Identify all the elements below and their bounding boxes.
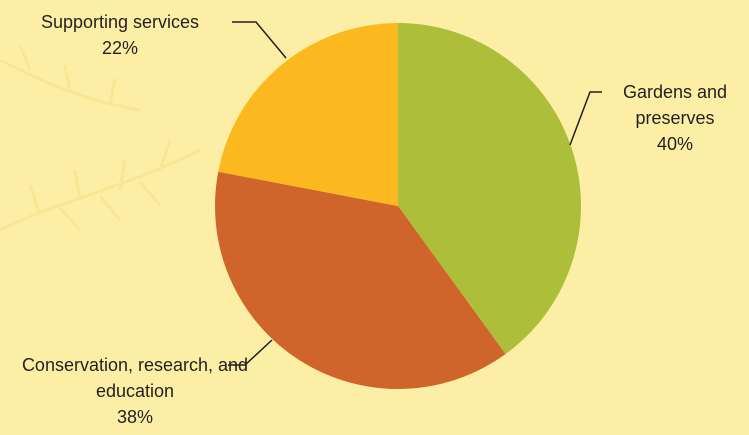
category-name: Conservation, research, and education xyxy=(21,355,249,401)
leader-line xyxy=(232,21,287,59)
slice-label: Gardens and preserves 40% xyxy=(600,79,749,157)
slice-label: Conservation, research, and education 38% xyxy=(0,352,270,430)
slice-label: Supporting services 22% xyxy=(10,9,230,61)
value-label: 22% xyxy=(101,38,139,58)
value-label: 38% xyxy=(116,407,154,427)
leader-line xyxy=(569,91,602,146)
category-name: Supporting services xyxy=(40,12,200,32)
category-name: Gardens and preserves xyxy=(622,82,728,128)
pie-slice xyxy=(398,23,581,355)
background-decoration xyxy=(0,44,201,232)
value-label: 40% xyxy=(656,134,694,154)
pie-slice xyxy=(215,171,506,389)
leader-lines xyxy=(228,21,602,366)
leader-line xyxy=(228,339,273,366)
pie-slice xyxy=(218,23,398,206)
pie xyxy=(215,23,581,389)
